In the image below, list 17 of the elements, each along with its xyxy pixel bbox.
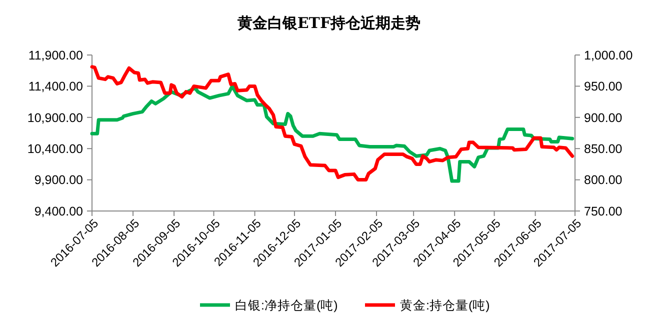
legend-label: 黄金:持仓量(吨): [400, 298, 490, 312]
y2-tick-label: 850.00: [584, 142, 622, 156]
y2-tick-label: 750.00: [584, 204, 622, 218]
y2-tick-label: 1,000.00: [584, 48, 633, 62]
line-series: [90, 84, 574, 183]
chart-title: 黄金白银ETF持仓近期走势: [236, 14, 421, 32]
y-tick-label: 10,900.00: [27, 110, 84, 125]
legend-label: 白银:净持仓量(吨): [235, 298, 338, 312]
y-tick-label: 9,900.00: [34, 173, 84, 188]
y2-tick-label: 800.00: [584, 173, 622, 188]
y-tick-label: 9,400.00: [34, 204, 84, 218]
line-series: [90, 65, 574, 182]
y-tick-label: 11,400.00: [28, 80, 84, 94]
y-tick-label: 10,400.00: [27, 142, 84, 156]
y-tick-label: 11,900.00: [28, 48, 84, 62]
y2-tick-label: 900.00: [584, 110, 622, 125]
y2-tick-label: 950.00: [584, 80, 622, 94]
